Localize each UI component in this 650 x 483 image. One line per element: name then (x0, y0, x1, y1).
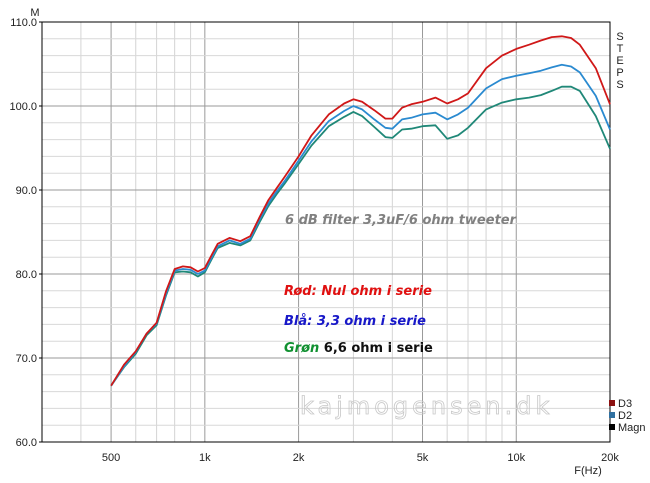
green-series-rest: 6,6 ohm i serie (319, 341, 433, 356)
red-series-annotation: Rød: Nul ohm i serie (284, 284, 432, 299)
plot-frame (41, 21, 611, 443)
x-tick-label: 20k (601, 452, 619, 464)
y-tick-label: 110.0 (10, 17, 37, 29)
steps-letter: S (616, 31, 623, 43)
tick-labels: 60.0 70.0 80.0 90.0 100.0 110.0 500 1k 2k 5k 10k 20… (9, 17, 619, 464)
steps-letter: S (616, 79, 623, 91)
legend-label: D2 (618, 410, 632, 422)
steps-letter: T (617, 43, 624, 55)
legend-label: D3 (618, 398, 632, 410)
series-line-green (110, 85, 611, 387)
x-tick-label: 2k (293, 452, 305, 464)
blue-series-annotation: Blå: 3,3 ohm i serie (284, 314, 426, 329)
watermark: kajmogensen.dk (300, 392, 553, 421)
grid (42, 22, 610, 442)
y-tick-label: 90.0 (16, 185, 37, 197)
green-series-annotation: Grøn 6,6 ohm i serie (284, 341, 433, 356)
series-lines (110, 35, 611, 387)
y-tick-label: 80.0 (16, 269, 37, 281)
y-tick-label: 60.0 (16, 437, 37, 449)
x-tick-label: 10k (507, 452, 525, 464)
y-tick-label: 100.0 (9, 101, 37, 113)
chart-title-annotation: 6 dB filter 3,3uF/6 ohm tweeter (285, 213, 518, 228)
x-axis-label: F(Hz) (574, 465, 602, 477)
watermark-text: kajmogensen.dk (300, 392, 553, 420)
series-line-red (110, 35, 611, 387)
x-tick-label: 5k (417, 452, 429, 464)
legend-swatch (609, 400, 615, 406)
x-tick-label: 500 (102, 452, 120, 464)
green-series-word: Grøn (284, 341, 319, 356)
series-line-blue (110, 63, 611, 387)
x-tick-label: 1k (199, 452, 211, 464)
y-tick-label: 70.0 (16, 353, 37, 365)
legend-swatch (609, 412, 615, 418)
legend-label: Magn (618, 422, 646, 434)
legend-swatch (609, 424, 615, 430)
annotations: 6 dB filter 3,3uF/6 ohm tweeter Rød: Nul… (284, 213, 518, 356)
steps-letter: E (616, 55, 623, 67)
corner-label: M (30, 7, 39, 19)
steps-letter: P (616, 67, 623, 79)
